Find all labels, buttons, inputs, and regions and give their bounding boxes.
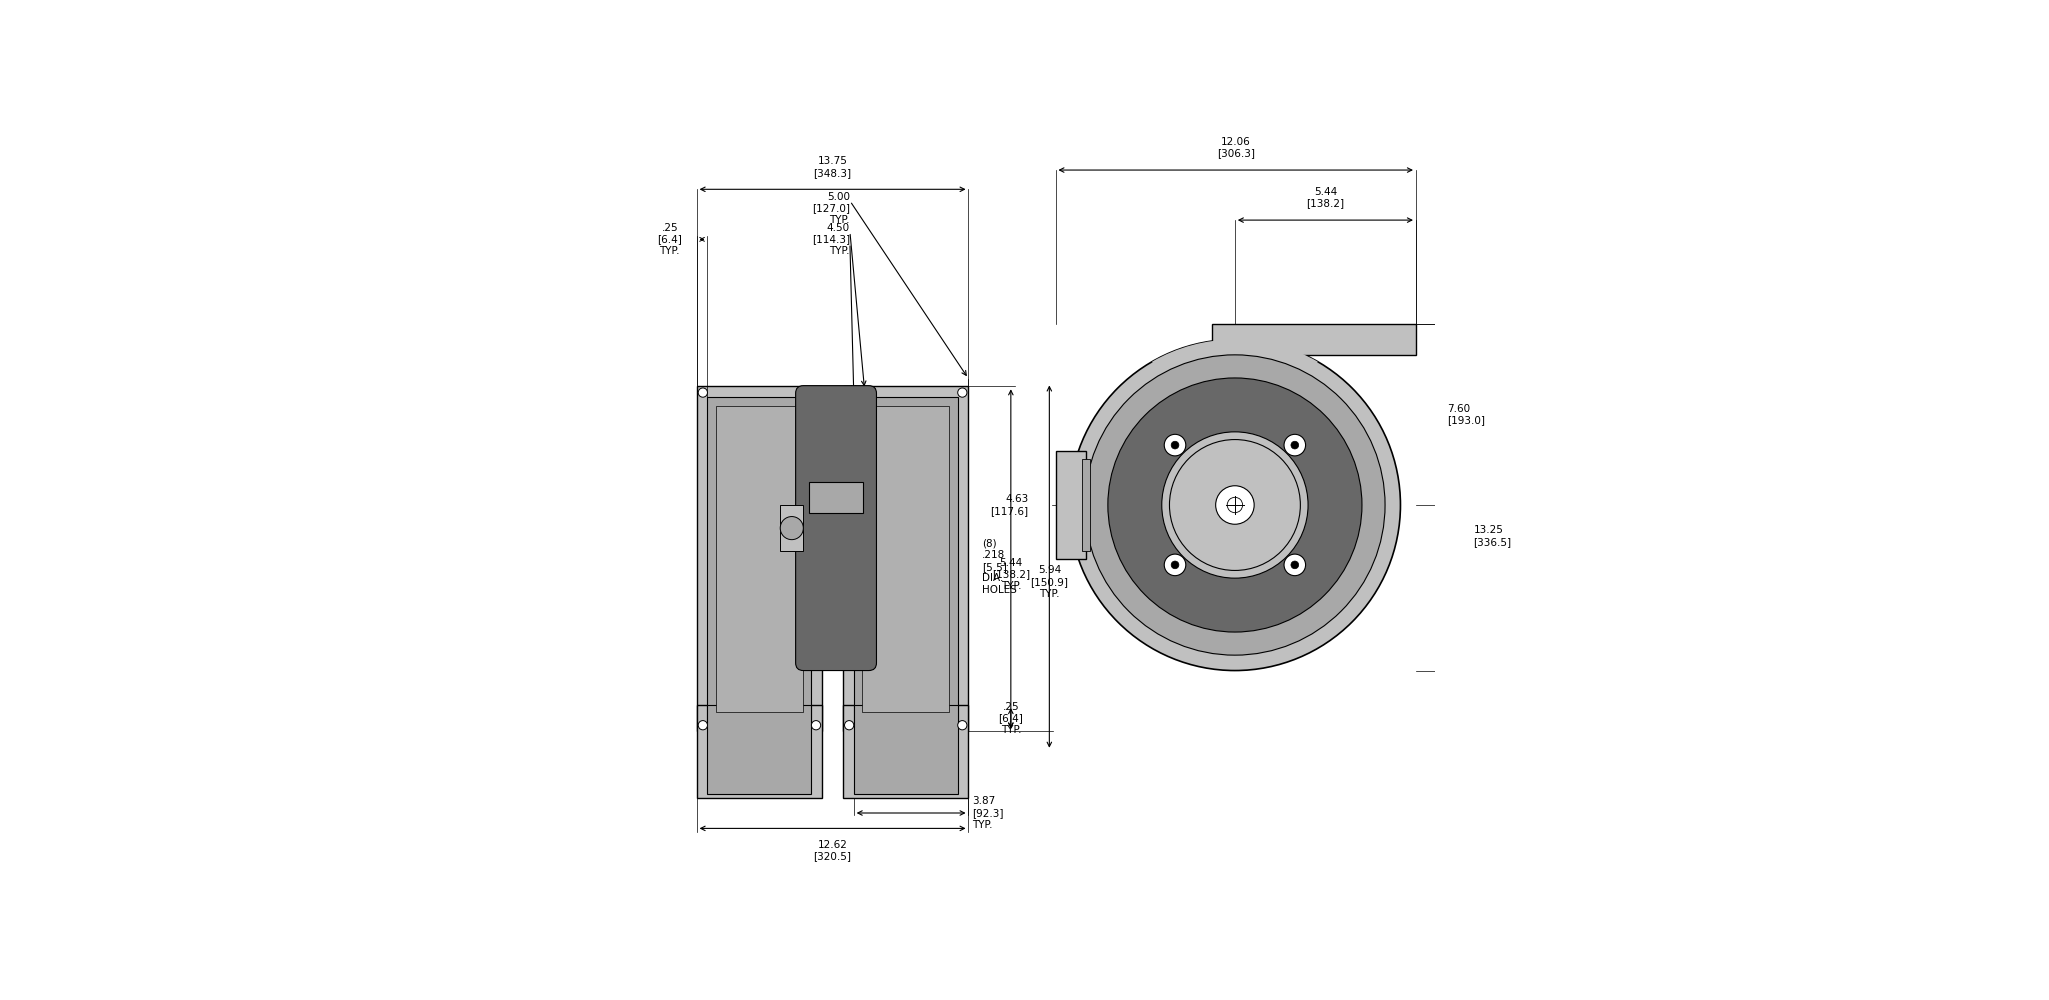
- Bar: [707, 705, 811, 794]
- Circle shape: [957, 388, 967, 397]
- Text: 5.44
[138.2]: 5.44 [138.2]: [1307, 187, 1344, 209]
- Bar: [1055, 451, 1086, 559]
- Circle shape: [1164, 434, 1186, 456]
- Circle shape: [699, 721, 707, 730]
- Bar: [854, 705, 957, 794]
- Bar: [707, 397, 811, 721]
- Circle shape: [781, 517, 803, 540]
- Circle shape: [1285, 554, 1305, 576]
- Circle shape: [1084, 355, 1385, 655]
- Text: .25
[6.4]
TYP.: .25 [6.4] TYP.: [998, 702, 1022, 735]
- Bar: [842, 705, 969, 798]
- Circle shape: [1215, 486, 1254, 524]
- Text: 3.87
[92.3]
TYP.: 3.87 [92.3] TYP.: [973, 796, 1004, 830]
- Circle shape: [811, 388, 822, 397]
- Bar: [854, 397, 957, 721]
- Circle shape: [844, 721, 854, 730]
- Circle shape: [1070, 339, 1399, 671]
- Circle shape: [1109, 378, 1363, 632]
- Text: 13.25
[336.5]: 13.25 [336.5]: [1473, 525, 1512, 547]
- Text: .25
[6.4]
TYP.: .25 [6.4] TYP.: [658, 223, 682, 256]
- Text: 5.94
[150.9]
TYP.: 5.94 [150.9] TYP.: [1031, 565, 1068, 599]
- Circle shape: [699, 388, 707, 397]
- FancyBboxPatch shape: [795, 386, 877, 671]
- Text: 12.06
[306.3]: 12.06 [306.3]: [1217, 137, 1254, 158]
- Wedge shape: [1152, 339, 1318, 505]
- Text: 4.50
[114.3]
TYP.: 4.50 [114.3] TYP.: [811, 223, 850, 256]
- Circle shape: [1170, 440, 1301, 570]
- Bar: [697, 705, 822, 798]
- Bar: [697, 386, 822, 731]
- Bar: [781, 505, 803, 551]
- Circle shape: [1285, 434, 1305, 456]
- Circle shape: [844, 388, 854, 397]
- Bar: [1211, 324, 1416, 355]
- Bar: [1082, 459, 1090, 551]
- Circle shape: [1291, 441, 1299, 449]
- Text: 13.75
[348.3]: 13.75 [348.3]: [813, 156, 852, 178]
- Text: 12.62
[320.5]: 12.62 [320.5]: [813, 840, 852, 862]
- Bar: [803, 393, 869, 663]
- Text: 7.60
[193.0]: 7.60 [193.0]: [1447, 404, 1486, 425]
- Circle shape: [811, 721, 822, 730]
- Circle shape: [1164, 554, 1186, 576]
- Bar: [842, 386, 969, 731]
- Bar: [715, 406, 803, 712]
- Bar: [863, 406, 949, 712]
- Circle shape: [1172, 441, 1178, 449]
- Bar: [809, 482, 863, 513]
- Circle shape: [1291, 561, 1299, 569]
- Circle shape: [957, 721, 967, 730]
- Text: (8)
.218
[5.5]
DIA.
HOLES: (8) .218 [5.5] DIA. HOLES: [981, 538, 1016, 595]
- Text: 5.44
[138.2]
TYP.: 5.44 [138.2] TYP.: [992, 558, 1031, 591]
- Circle shape: [1172, 561, 1178, 569]
- Text: 5.00
[127.0]
TYP.: 5.00 [127.0] TYP.: [811, 192, 850, 225]
- Text: 4.63
[117.6]: 4.63 [117.6]: [990, 494, 1029, 516]
- Circle shape: [1162, 432, 1307, 578]
